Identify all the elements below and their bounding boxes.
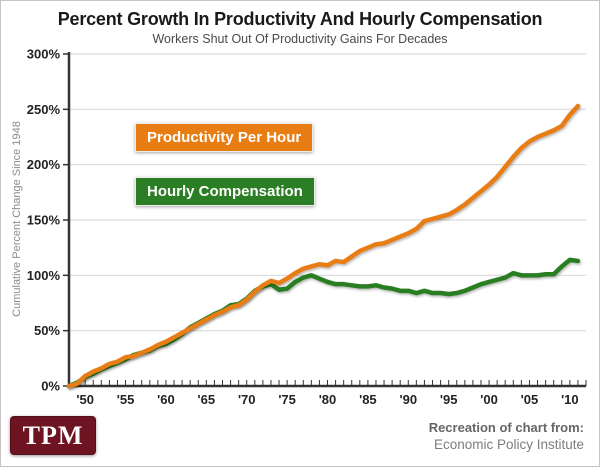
- svg-text:300%: 300%: [27, 47, 61, 62]
- legend-productivity: Productivity Per Hour: [135, 123, 314, 152]
- chart-title: Percent Growth In Productivity And Hourl…: [57, 9, 543, 29]
- credit-source-name: Economic Policy Institute: [433, 437, 584, 452]
- tpm-logo[interactable]: TPM: [10, 416, 96, 455]
- y-axis-label: Cumulative Percent Change Since 1948: [11, 121, 23, 317]
- chart-subtitle: Workers Shut Out Of Productivity Gains F…: [152, 32, 448, 46]
- svg-text:'70: '70: [238, 392, 256, 407]
- svg-text:100%: 100%: [27, 268, 61, 283]
- svg-text:'95: '95: [440, 392, 458, 407]
- svg-text:'85: '85: [359, 392, 377, 407]
- legend-compensation: Hourly Compensation: [135, 177, 315, 206]
- svg-text:'80: '80: [319, 392, 337, 407]
- svg-text:'90: '90: [400, 392, 418, 407]
- svg-text:'00: '00: [480, 392, 498, 407]
- svg-text:'10: '10: [561, 392, 579, 407]
- svg-text:'60: '60: [157, 392, 175, 407]
- svg-text:50%: 50%: [34, 323, 60, 338]
- svg-text:150%: 150%: [27, 213, 61, 228]
- svg-text:'75: '75: [278, 392, 296, 407]
- svg-text:200%: 200%: [27, 157, 61, 172]
- svg-text:'05: '05: [521, 392, 539, 407]
- svg-text:0%: 0%: [41, 379, 60, 394]
- svg-text:'50: '50: [76, 392, 94, 407]
- svg-text:'55: '55: [117, 392, 135, 407]
- svg-text:'65: '65: [198, 392, 216, 407]
- svg-text:250%: 250%: [27, 102, 61, 117]
- credit-source-label: Recreation of chart from:: [428, 420, 584, 435]
